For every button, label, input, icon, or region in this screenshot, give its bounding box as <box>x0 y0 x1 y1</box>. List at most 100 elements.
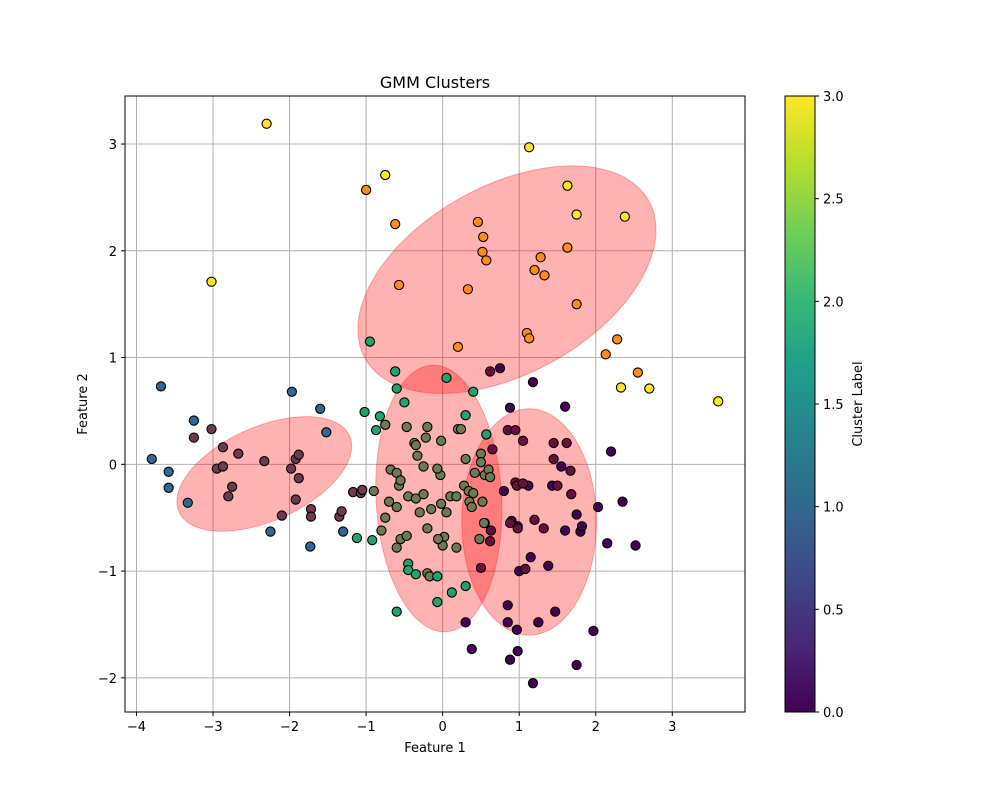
axes-background <box>125 96 745 712</box>
scatter-point <box>432 596 443 608</box>
scatter-point <box>265 526 276 537</box>
scatter-point <box>548 453 559 465</box>
scatter-point <box>261 118 272 129</box>
plot-area: −4 −3 −2 −1 0 1 2 3 −2 −1 0 1 2 3 <box>98 95 746 735</box>
scatter-point <box>206 276 217 287</box>
scatter-point <box>466 643 477 655</box>
y-tick-label: −2 <box>98 672 117 687</box>
scatter-point <box>562 180 573 191</box>
scatter-point <box>605 446 617 457</box>
y-tick-label: −1 <box>98 565 117 580</box>
scatter-point <box>146 453 157 465</box>
scatter-point <box>632 367 643 378</box>
scatter-point <box>364 336 376 347</box>
y-tick-label: 2 <box>109 245 117 260</box>
chart-title: GMM Clusters <box>380 73 490 92</box>
scatter-point <box>395 475 406 486</box>
scatter-point <box>466 501 477 513</box>
scatter-point <box>484 536 496 547</box>
x-tick-label: 2 <box>592 720 600 735</box>
scatter-point <box>512 523 523 534</box>
y-axis-label: Feature 2 <box>76 373 91 435</box>
x-tick-label: 3 <box>668 720 676 735</box>
scatter-point <box>401 421 412 433</box>
scatter-point <box>410 493 422 504</box>
scatter-point <box>293 449 304 460</box>
scatter-point <box>451 542 462 553</box>
scatter-point <box>217 461 229 472</box>
scatter-point <box>460 580 471 592</box>
scatter-point <box>571 509 582 520</box>
scatter-point <box>523 142 535 153</box>
scatter-points <box>146 118 724 689</box>
scatter-point <box>617 496 628 507</box>
x-ticks: −4 −3 −2 −1 0 1 2 3 <box>127 712 676 735</box>
scatter-point <box>550 606 561 617</box>
scatter-point <box>367 534 378 546</box>
scatter-point <box>435 435 447 446</box>
scatter-point <box>548 437 559 449</box>
scatter-point <box>561 437 572 449</box>
scatter-point <box>359 406 370 418</box>
scatter-point <box>571 209 582 220</box>
y-tick-label: 0 <box>109 458 117 473</box>
scatter-point <box>460 453 471 465</box>
scatter-point <box>527 376 539 388</box>
scatter-point <box>460 410 471 421</box>
scatter-point <box>206 423 217 435</box>
scatter-point <box>227 481 238 492</box>
scatter-point <box>504 654 516 665</box>
scatter-point <box>529 514 540 525</box>
scatter-point <box>525 552 536 563</box>
scatter-point <box>602 538 613 549</box>
scatter-point <box>478 517 490 529</box>
scatter-point <box>504 517 516 529</box>
scatter-point <box>472 216 484 228</box>
scatter-point <box>612 334 623 345</box>
scatter-point <box>276 510 288 521</box>
gmm-ellipses <box>176 165 657 636</box>
scatter-point <box>432 571 443 582</box>
scatter-point <box>305 541 316 552</box>
scatter-point <box>477 496 488 507</box>
scatter-point <box>435 498 447 509</box>
scatter-point <box>451 491 462 502</box>
scatter-point <box>485 525 497 536</box>
scatter-point <box>510 425 521 436</box>
scatter-point <box>469 467 480 479</box>
scatter-point <box>552 480 563 491</box>
colorbar-tick-label: 2.0 <box>823 295 844 310</box>
x-tick-label: 1 <box>515 720 523 735</box>
scatter-point <box>494 363 506 374</box>
scatter-point <box>468 386 479 397</box>
scatter-point <box>432 533 444 545</box>
scatter-point <box>644 383 655 394</box>
scatter-point <box>527 678 539 689</box>
scatter-point <box>441 507 452 518</box>
colorbar-label: Cluster Label <box>851 361 866 446</box>
scatter-point <box>615 382 627 393</box>
scatter-point <box>188 415 200 426</box>
scatter-point <box>182 497 193 508</box>
scatter-point <box>357 484 368 496</box>
scatter-point <box>477 246 488 258</box>
x-tick-label: 0 <box>439 720 447 735</box>
scatter-point <box>538 523 549 534</box>
colorbar-tick-label: 0.0 <box>823 706 844 721</box>
scatter-point <box>441 372 452 383</box>
scatter-point <box>360 184 372 196</box>
scatter-point <box>391 606 402 617</box>
scatter-point <box>502 617 513 628</box>
scatter-point <box>393 279 405 291</box>
y-ticks: −2 −1 0 1 2 3 <box>98 138 125 687</box>
scatter-point <box>155 381 167 392</box>
scatter-point <box>390 218 401 230</box>
scatter-point <box>559 525 571 536</box>
scatter-point <box>556 461 567 472</box>
scatter-point <box>630 540 641 551</box>
scatter-point <box>422 421 433 433</box>
scatter-point <box>713 396 724 407</box>
scatter-point <box>414 507 425 518</box>
scatter-point <box>446 587 457 598</box>
colorbar-tick-label: 1.0 <box>823 501 844 516</box>
